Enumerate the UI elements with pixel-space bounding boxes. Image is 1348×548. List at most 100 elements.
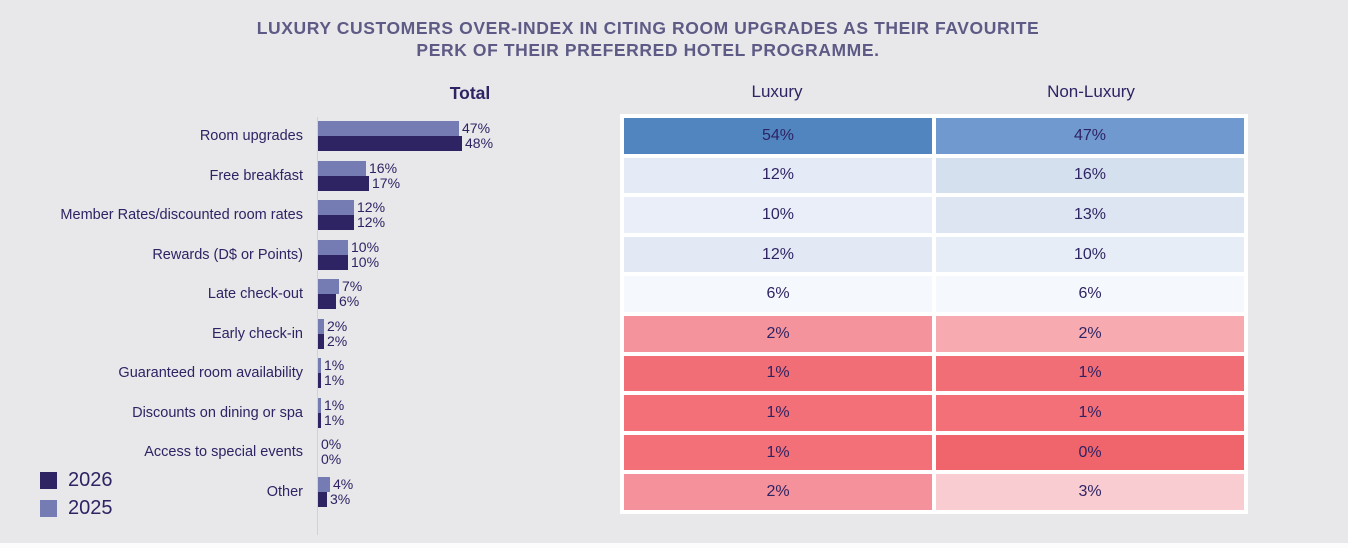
bar-chart-axis <box>317 117 318 535</box>
category-label: Rewards (D$ or Points) <box>152 246 303 263</box>
bar-value-2026: 10% <box>351 253 380 270</box>
category-label: Room upgrades <box>199 128 303 144</box>
bar-line-2025: 1% <box>318 358 344 373</box>
heatmap-cell-non-luxury: 1% <box>936 355 1244 392</box>
bar-2026 <box>318 373 321 388</box>
bar-row: Late check-out 7% 6% <box>0 279 362 309</box>
chart-title-line1: LUXURY CUSTOMERS OVER-INDEX IN CITING RO… <box>256 18 1040 38</box>
legend-label-2026: 2026 <box>68 468 113 491</box>
bar-value-2025: 7% <box>342 278 363 294</box>
bar-line-2026: 1% <box>318 411 345 428</box>
bar-pair: 12% 12% <box>318 200 385 230</box>
heatmap-cell-non-luxury: 1% <box>936 395 1244 431</box>
bar-line-2026: 1% <box>318 373 344 388</box>
bar-value-2026: 6% <box>339 293 360 309</box>
heatmap-cell-non-luxury: 47% <box>936 118 1244 154</box>
bar-value-2025: 0% <box>321 436 342 452</box>
bar-2025 <box>318 121 459 136</box>
heatmap-cell-luxury: 6% <box>624 276 932 312</box>
category-label: Discounts on dining or spa <box>132 404 303 421</box>
bar-value-2025: 2% <box>327 317 348 334</box>
bar-line-2025: 16% <box>318 159 400 176</box>
bar-2025 <box>318 279 339 294</box>
bar-pair: 2% 2% <box>318 317 348 349</box>
heatmap-cell-non-luxury: 0% <box>936 434 1244 471</box>
chart-title: LUXURY CUSTOMERS OVER-INDEX IN CITING RO… <box>0 17 1296 61</box>
bottom-strip <box>0 543 1348 548</box>
bar-line-2026: 6% <box>318 294 362 309</box>
bar-2026 <box>318 215 354 230</box>
bar-2026 <box>318 294 336 309</box>
bar-2026 <box>318 254 348 270</box>
bar-value-2026: 2% <box>327 332 348 349</box>
bar-pair: 1% 1% <box>318 397 345 428</box>
category-label: Member Rates/discounted room rates <box>60 207 303 223</box>
legend-swatch-2026 <box>40 471 57 489</box>
bar-line-2025: 0% <box>318 437 341 452</box>
bar-2026 <box>318 491 327 507</box>
bar-line-2026: 10% <box>318 253 380 270</box>
bar-row: Guaranteed room availability 1% 1% <box>0 358 344 388</box>
heatmap-cell-non-luxury: 6% <box>936 276 1244 312</box>
bar-row: Member Rates/discounted room rates 12% 12% <box>0 200 385 230</box>
category-label: Access to special events <box>144 444 303 460</box>
bar-line-2026: 17% <box>318 174 401 191</box>
heatmap-cell-luxury: 1% <box>624 395 932 431</box>
bar-pair: 4% 3% <box>318 475 354 507</box>
bar-pair: 0% 0% <box>318 437 341 467</box>
bar-value-2025: 12% <box>357 199 386 215</box>
category-label: Free breakfast <box>209 167 304 184</box>
bar-value-2026: 48% <box>465 135 494 151</box>
chart-title-line2: PERK OF THEIR PREFERRED HOTEL PROGRAMME. <box>416 40 880 60</box>
heatmap-cell-luxury: 54% <box>624 118 932 154</box>
bar-value-2025: 1% <box>324 357 345 373</box>
heatmap-cell-luxury: 2% <box>624 315 932 352</box>
bar-value-2025: 16% <box>369 159 398 176</box>
bar-pair: 7% 6% <box>318 279 362 309</box>
bar-value-2025: 4% <box>333 475 354 492</box>
legend-item-2025: 2025 <box>40 494 113 522</box>
bar-chart: Room upgrades 47% 48% Free breakfast 16% 17% M… <box>0 121 560 541</box>
bar-row: Early check-in 2% 2% <box>0 317 348 349</box>
total-column-header: Total <box>449 83 491 103</box>
heatmap-cell-luxury: 12% <box>624 236 932 273</box>
bar-pair: 16% 17% <box>318 159 401 191</box>
bar-2026 <box>318 136 462 151</box>
bar-line-2025: 47% <box>318 121 493 136</box>
bar-row: Rewards (D$ or Points) 10% 10% <box>0 239 380 270</box>
heatmap-cell-luxury: 10% <box>624 197 932 233</box>
heatmap-cell-luxury: 1% <box>624 355 932 392</box>
category-label: Late check-out <box>207 286 303 302</box>
bar-row: Discounts on dining or spa 1% 1% <box>0 397 345 428</box>
bar-value-2026: 1% <box>324 372 345 388</box>
bar-line-2026: 48% <box>318 136 493 151</box>
bar-row: Room upgrades 47% 48% <box>0 121 493 151</box>
bar-2026 <box>318 412 321 428</box>
legend-swatch-2025 <box>40 499 57 517</box>
column-header-non-luxury: Non-Luxury <box>1047 82 1135 101</box>
bar-line-2026: 3% <box>318 491 353 507</box>
bar-2025 <box>318 476 330 492</box>
bar-line-2025: 10% <box>318 239 379 255</box>
bar-line-2025: 1% <box>318 397 344 413</box>
bar-line-2025: 7% <box>318 279 362 294</box>
bar-pair: 47% 48% <box>318 121 493 151</box>
bar-line-2026: 0% <box>318 452 341 467</box>
bar-line-2026: 12% <box>318 215 385 230</box>
heatmap-cell-luxury: 12% <box>624 157 932 194</box>
heatmap-cell-non-luxury: 3% <box>936 474 1244 510</box>
bar-row: Other 4% 3% <box>0 475 354 507</box>
heatmap-column-headers: Luxury Non-Luxury <box>620 82 1248 102</box>
legend-item-2026: 2026 <box>40 466 113 494</box>
bar-2025 <box>318 200 354 215</box>
heatmap-cell-non-luxury: 16% <box>936 157 1244 194</box>
bar-value-2026: 17% <box>372 174 401 191</box>
bar-2025 <box>318 160 366 176</box>
bar-value-2026: 1% <box>324 411 345 428</box>
bar-2025 <box>318 358 321 373</box>
bar-line-2025: 12% <box>318 200 385 215</box>
category-label: Early check-in <box>211 325 303 342</box>
bar-2025 <box>318 397 321 413</box>
bar-line-2025: 4% <box>318 475 354 492</box>
bar-line-2026: 2% <box>318 332 348 349</box>
